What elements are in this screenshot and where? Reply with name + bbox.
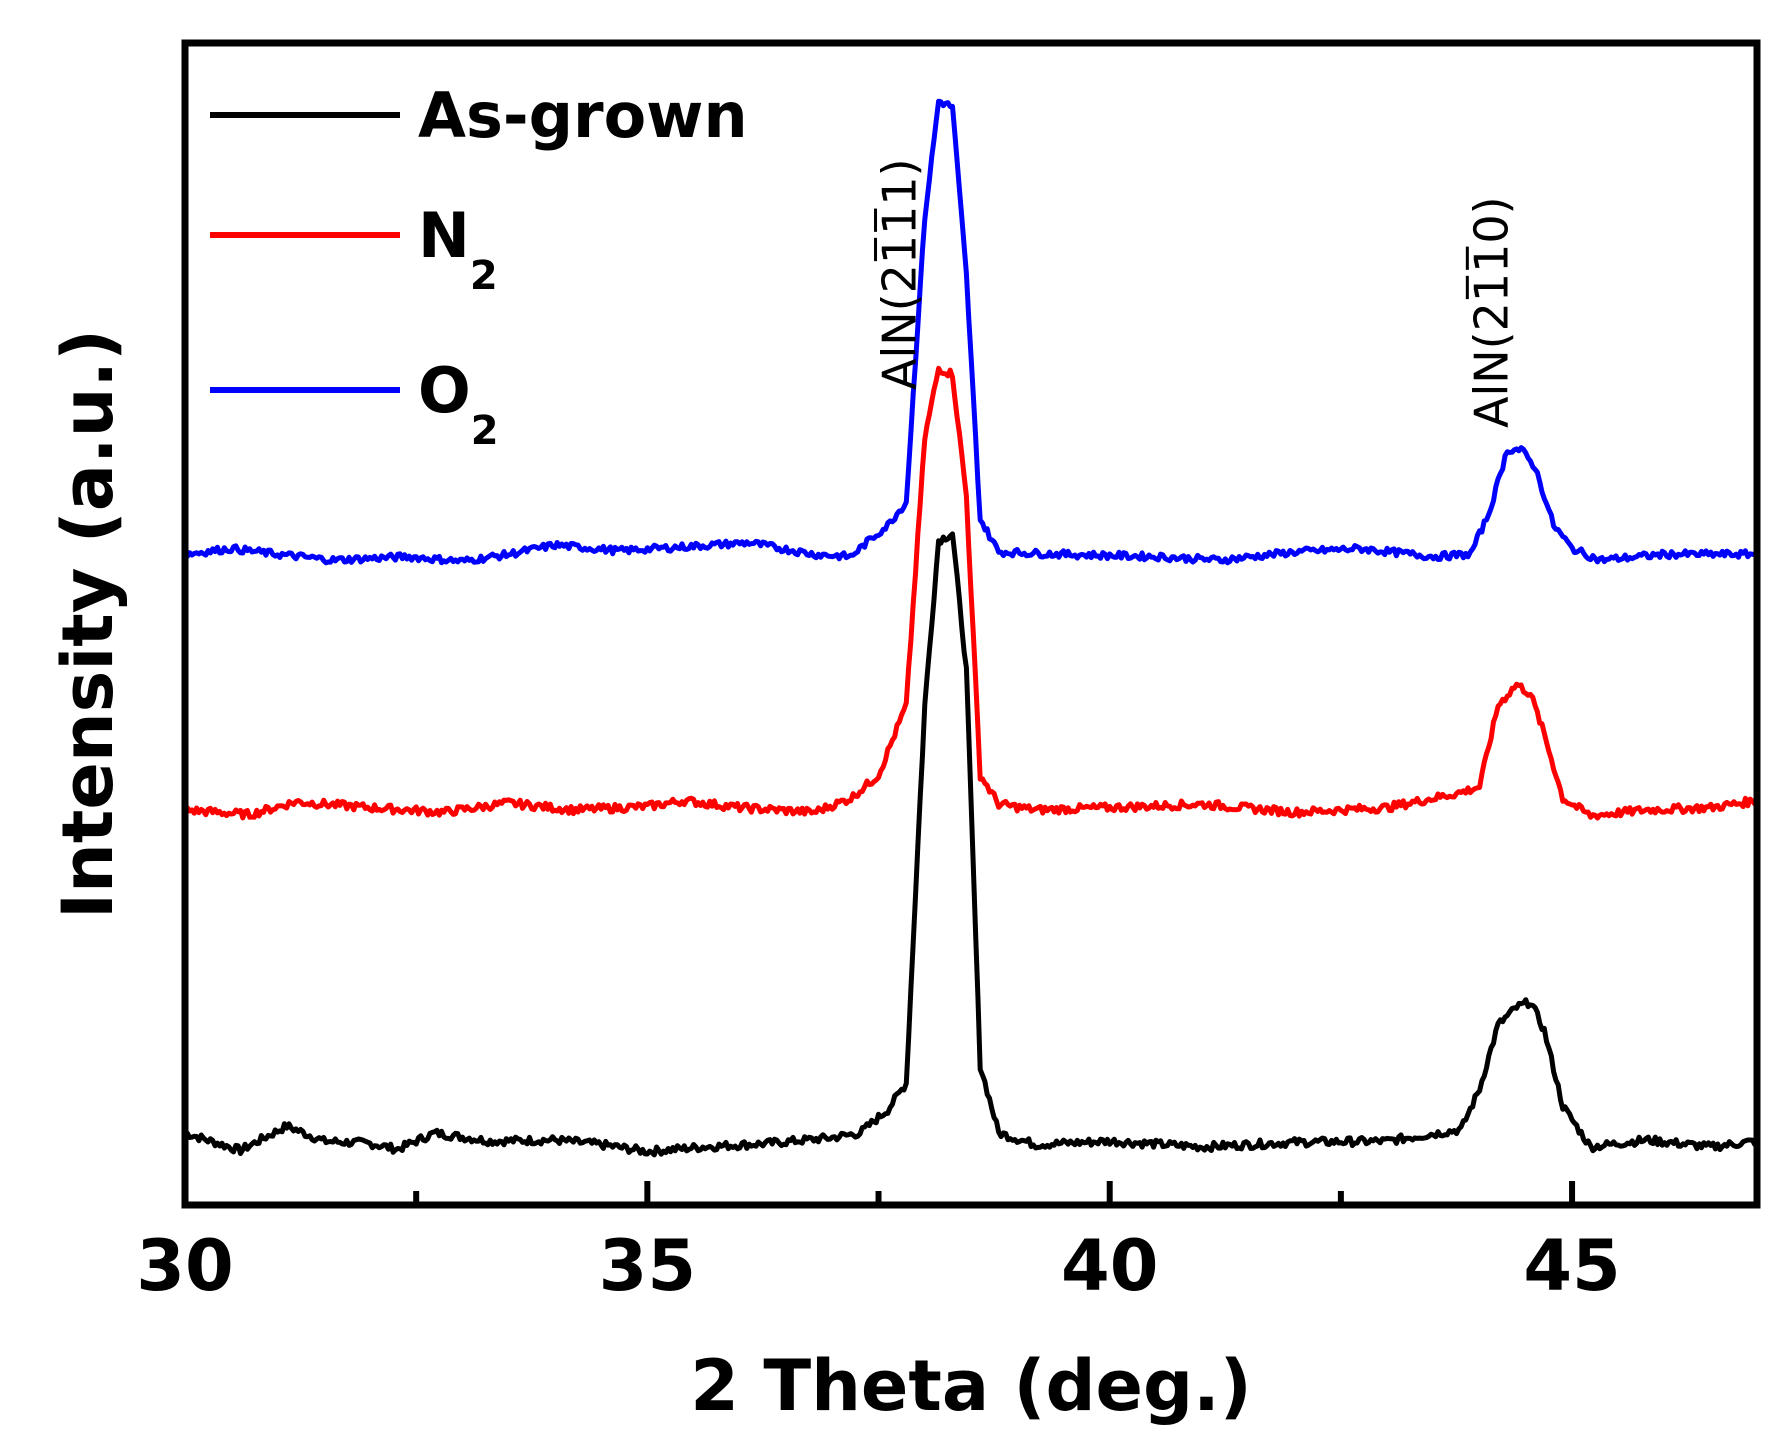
series-layer [183, 98, 1760, 1158]
series-line-o2 [183, 98, 1759, 566]
legend: As-grown N2 O2 [210, 79, 748, 454]
plot-frame [181, 39, 1761, 1209]
peak-annotation: AlN(2110) [1464, 196, 1518, 428]
series-line-as-grown [184, 531, 1760, 1158]
series-line-n2 [183, 365, 1758, 821]
x-tick-label: 40 [1061, 1225, 1158, 1307]
x-tick-label: 30 [136, 1225, 233, 1307]
peak-annotation-text: AlN(2111) [873, 158, 927, 390]
x-axis-ticks: 30 35 40 45 [136, 1181, 1621, 1307]
peak-annotation-text: AlN(2110) [1464, 196, 1518, 428]
peak-annotations: AlN(2111) AlN(2110) [873, 158, 1519, 428]
x-tick-label: 35 [599, 1225, 696, 1307]
legend-label-o2: O2 [418, 354, 499, 454]
y-axis-label: Intensity (a.u.) [47, 329, 129, 919]
x-tick-label: 45 [1523, 1225, 1620, 1307]
x-axis-label: 2 Theta (deg.) [690, 1345, 1251, 1427]
legend-label-n2: N2 [418, 199, 498, 299]
peak-annotation: AlN(2111) [873, 158, 927, 390]
legend-label-as-grown: As-grown [418, 79, 748, 152]
